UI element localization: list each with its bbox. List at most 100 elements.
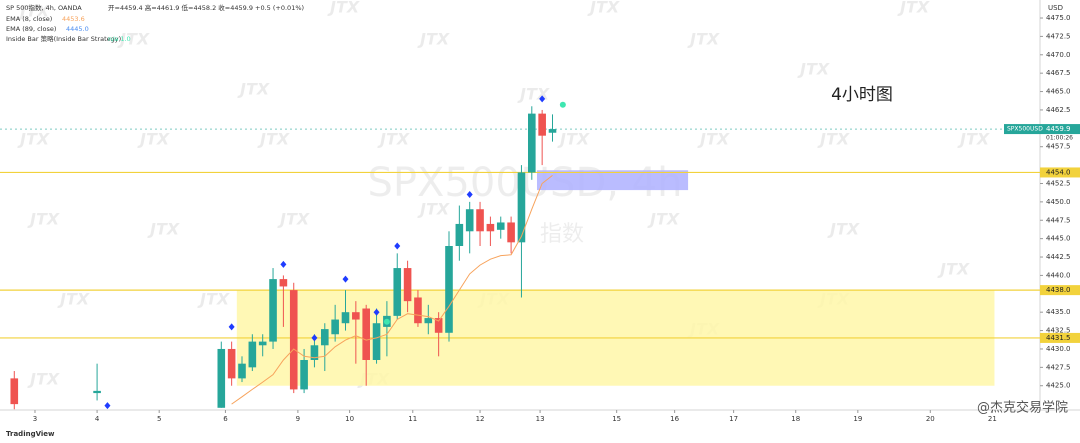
watermark-logo: JTX <box>257 130 290 149</box>
candle-body <box>289 290 298 390</box>
level-label: 4431.5 <box>1046 334 1071 342</box>
x-tick-label: 20 <box>926 415 935 423</box>
level-tag <box>1040 167 1080 178</box>
watermark-logo: JTX <box>147 220 180 239</box>
candle-body <box>393 268 402 316</box>
watermark-logo: JTX <box>897 0 930 17</box>
x-tick-label: 3 <box>33 415 37 423</box>
legend-ema-slow: EMA (89, close) <box>6 25 56 33</box>
y-tick-label: 4467.5 <box>1046 69 1071 77</box>
watermark-sub: 指数 <box>540 222 584 247</box>
watermark-logo: JTX <box>17 2 50 21</box>
watermark-logo: JTX <box>137 130 170 149</box>
legend-ema-slow-value: 4445.0 <box>66 25 89 33</box>
y-tick-label: 4445.0 <box>1046 235 1071 243</box>
level-tag <box>1040 332 1080 343</box>
candle-body <box>465 209 474 232</box>
signal-diamond <box>311 334 318 342</box>
watermark-logo: JTX <box>697 130 730 149</box>
y-tick-label: 4465.0 <box>1046 88 1071 96</box>
symbol-tag: SPX500USD <box>1007 126 1043 133</box>
candle-body <box>227 348 236 379</box>
watermark-logo: JTX <box>237 80 270 99</box>
watermark-logo: JTX <box>827 220 860 239</box>
x-tick-label: 21 <box>988 415 997 423</box>
axis-layer: 4425.0 4427.5 4430.0 4432.5 4435.0 4440.0 4442… <box>33 14 1080 423</box>
watermark-logo: JTX <box>277 210 310 229</box>
footer-logo: TradingView <box>6 430 55 438</box>
candle-body <box>248 341 257 368</box>
footer-credit: @杰克交易学院 <box>977 400 1068 416</box>
y-tick-label: 4472.5 <box>1046 32 1071 40</box>
legend-strategy-value: n/a 1.0 <box>108 35 131 43</box>
x-tick-label: 11 <box>408 415 417 423</box>
signal-diamond <box>280 260 287 268</box>
signal-diamond <box>342 275 349 283</box>
candle-body <box>217 348 226 408</box>
signal-dot <box>559 101 566 108</box>
candle-body <box>527 113 536 173</box>
candle-body <box>548 129 557 133</box>
watermark-logo: JTX <box>417 200 450 219</box>
price-tag <box>1004 124 1080 135</box>
candle-body <box>424 318 433 324</box>
candle-body <box>300 359 308 390</box>
level-tag <box>1040 285 1080 296</box>
plot-layer <box>0 95 1040 410</box>
signal-diamond <box>394 242 401 250</box>
y-tick-label: 4447.5 <box>1046 216 1071 224</box>
y-tick-label: 4430.0 <box>1046 345 1071 353</box>
candle-body <box>507 222 515 243</box>
overlay-layer: SP 500指数, 4h, OANDA 开=4459.4 高=4461.9 低=… <box>6 3 1068 438</box>
x-tick-label: 15 <box>612 415 621 423</box>
x-tick-label: 19 <box>853 415 862 423</box>
signal-diamond <box>228 323 235 331</box>
y-tick-label: 4457.5 <box>1046 143 1071 151</box>
y-tick-label: 4432.5 <box>1046 327 1071 335</box>
candle-body <box>496 222 505 230</box>
watermark-logo: JTX <box>327 0 360 17</box>
candle-body <box>310 345 319 360</box>
watermark-logo: JTX <box>417 30 450 49</box>
x-tick-label: 10 <box>345 415 354 423</box>
x-tick-label: 4 <box>95 415 100 423</box>
watermark-logo: JTX <box>197 290 230 309</box>
candle-body <box>10 378 19 405</box>
signal-diamond <box>373 308 380 316</box>
x-tick-label: 5 <box>157 415 161 423</box>
countdown: 01:00:26 <box>1046 135 1073 142</box>
candle-body <box>352 312 360 320</box>
level-label: 4438.0 <box>1046 286 1071 294</box>
watermark-logo: JTX <box>647 210 680 229</box>
x-tick-label: 9 <box>296 415 300 423</box>
x-tick-label: 17 <box>729 415 738 423</box>
candle-body <box>320 329 329 346</box>
annotation: 4小时图 <box>831 85 893 105</box>
level-label: 4454.0 <box>1046 168 1071 176</box>
candle-body <box>279 279 288 287</box>
candle-body <box>445 246 453 333</box>
watermark-logo: JTX <box>797 60 830 79</box>
watermark-logo: JTX <box>557 130 590 149</box>
x-tick-label: 13 <box>536 415 545 423</box>
y-tick-label: 4435.0 <box>1046 308 1071 316</box>
legend-symbol: SP 500指数, 4h, OANDA <box>6 3 82 12</box>
candle-body <box>93 390 101 394</box>
candle-body <box>331 319 339 335</box>
candle-body <box>486 223 495 232</box>
signal-dot <box>383 318 390 325</box>
watermark-logo: JTX <box>27 370 60 389</box>
watermark-logo: JTX <box>57 290 90 309</box>
candle-body <box>434 318 443 333</box>
watermark-logo: JTX <box>937 260 970 279</box>
x-tick-label: 6 <box>223 415 228 423</box>
legend-strategy: Inside Bar 策略(Inside Bar Strategy) <box>6 34 121 43</box>
candle-body <box>269 279 277 342</box>
watermark-logo: JTX <box>27 210 60 229</box>
candle-body <box>476 209 484 232</box>
y-tick-label: 4452.5 <box>1046 179 1071 187</box>
y-tick-label: 4440.0 <box>1046 271 1071 279</box>
candle-body <box>517 172 526 243</box>
x-tick-label: 12 <box>476 415 485 423</box>
candle-body <box>258 341 267 346</box>
